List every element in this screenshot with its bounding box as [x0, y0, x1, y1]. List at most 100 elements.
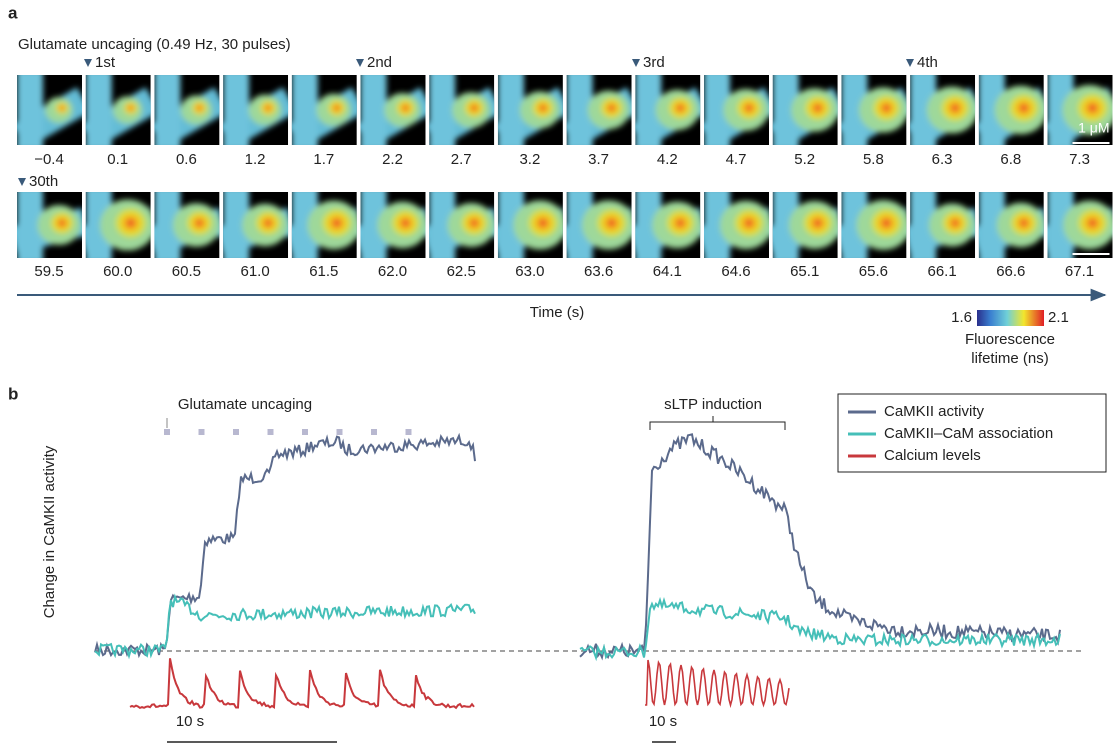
spine-core: [318, 206, 355, 241]
pulse-marker: [906, 59, 914, 67]
tile-content: [287, 70, 366, 150]
tile-content: [353, 187, 433, 263]
image-tile: 61.5: [284, 187, 364, 280]
time-label: 61.5: [309, 263, 338, 280]
scale-bar-label: 10 s: [176, 713, 204, 730]
annotation: Glutamate uncaging: [178, 396, 312, 413]
spine-core: [802, 93, 834, 123]
tile-content: [215, 187, 295, 263]
tile-content: [81, 70, 160, 150]
image-tile: 63.6: [559, 187, 639, 280]
time-label: 59.5: [34, 263, 63, 280]
time-label: −0.4: [34, 151, 64, 168]
image-tile: 65.1: [765, 187, 845, 280]
uncaging-pulse: [337, 429, 343, 435]
time-label: 60.5: [172, 263, 201, 280]
pulse-label: 1st: [95, 54, 116, 71]
y-axis-label: Change in CaMKII activity: [41, 445, 58, 618]
image-tile: 2.2: [355, 70, 434, 168]
image-tile: 62.5: [422, 187, 502, 280]
bracket: [650, 416, 785, 430]
tile-content: [9, 187, 89, 263]
spine-core: [462, 96, 487, 119]
tile-content: [971, 187, 1051, 263]
spine-core: [48, 209, 77, 236]
image-tile: 0.1: [81, 70, 160, 168]
tile-content: [147, 187, 227, 263]
uncaging-pulse: [371, 429, 377, 435]
time-label: 5.8: [863, 151, 884, 168]
tile-content: [562, 70, 641, 150]
tile-content: [493, 70, 572, 150]
trace: [580, 600, 1060, 657]
colorbar-label: Fluorescence: [965, 331, 1055, 348]
dendrite: [429, 70, 455, 150]
image-tile: 61.0: [215, 187, 295, 280]
pulse-marker: [18, 178, 26, 186]
scale-bar-label: 1 μM: [1078, 120, 1109, 136]
time-label: 64.1: [653, 263, 682, 280]
time-label: 66.1: [927, 263, 956, 280]
spine-core: [598, 95, 626, 121]
image-tile: 65.6: [834, 187, 914, 280]
time-label: 62.0: [378, 263, 407, 280]
spine-core: [258, 98, 279, 117]
tile-content: [12, 70, 91, 150]
trace: [95, 597, 475, 656]
spine-core: [530, 96, 556, 121]
image-tile: 3.2: [493, 70, 572, 168]
scale-bar-label: 10 s: [649, 713, 677, 730]
spine-core: [54, 100, 70, 115]
spine-core: [663, 207, 698, 240]
spine-core: [458, 208, 490, 239]
image-tile: 6.3: [905, 70, 984, 168]
colorbar-min: 1.6: [951, 309, 972, 326]
time-label: 1.2: [245, 151, 266, 168]
pulse-label: 30th: [29, 173, 58, 190]
tile-content: [355, 70, 434, 150]
spine-core: [388, 207, 423, 240]
tile-content: [905, 70, 984, 150]
spine-core: [939, 208, 970, 238]
tile-content: [78, 187, 158, 263]
time-label: 3.7: [588, 151, 609, 168]
panel-label: a: [8, 3, 18, 22]
trace: [645, 660, 789, 705]
time-label: 0.1: [107, 151, 128, 168]
image-tile: 60.0: [78, 187, 158, 280]
tile-content: [218, 70, 297, 150]
time-label: 3.2: [519, 151, 540, 168]
spine-core: [593, 206, 630, 241]
spine-core: [870, 92, 903, 124]
uncaging-pulse: [406, 429, 412, 435]
tile-content: [490, 187, 570, 263]
spine-core: [731, 206, 767, 240]
annotation: sLTP induction: [664, 396, 762, 413]
tile-content: [559, 187, 639, 263]
tile-content: [699, 70, 778, 150]
tile-content: [765, 187, 845, 263]
legend-label: CaMKII activity: [884, 403, 985, 420]
image-tile: 59.5: [9, 187, 89, 280]
spine-core: [1006, 91, 1042, 125]
pulse-label: 3rd: [643, 54, 665, 71]
uncaging-pulse: [268, 429, 274, 435]
dendrite: [86, 70, 112, 150]
time-label: 62.5: [447, 263, 476, 280]
image-tile: 64.6: [696, 187, 776, 280]
tile-content: [836, 70, 915, 150]
image-tile: 67.1: [1040, 187, 1114, 280]
time-label: 64.6: [721, 263, 750, 280]
image-tile: 6.8: [974, 70, 1053, 168]
spine-core: [1074, 206, 1110, 240]
trace: [95, 436, 475, 655]
uncaging-pulse: [302, 429, 308, 435]
pulse-marker: [84, 59, 92, 67]
spine-core: [326, 98, 348, 119]
dendrite: [154, 70, 180, 150]
tile-content: [630, 70, 709, 150]
time-label: 4.2: [657, 151, 678, 168]
time-label: 5.2: [794, 151, 815, 168]
panel-label: b: [8, 384, 18, 403]
pulse-label: 2nd: [367, 54, 392, 71]
